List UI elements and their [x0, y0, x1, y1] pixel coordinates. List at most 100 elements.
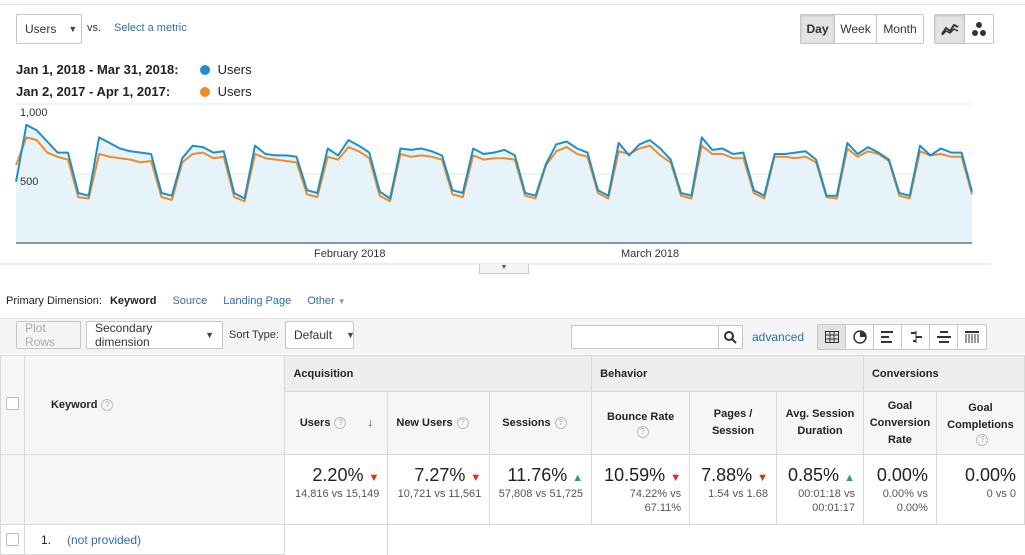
- column-header-label: Goal Conversion Rate: [869, 399, 931, 446]
- row-checkbox[interactable]: [5, 533, 19, 546]
- column-header-label: Users: [299, 417, 331, 429]
- arrow-down-icon: ▼: [368, 472, 380, 484]
- total-compare: 0 vs 0: [986, 488, 1016, 500]
- plot-rows-label: Plot Rows: [25, 321, 56, 349]
- total-pct: 0.00%: [964, 465, 1016, 485]
- data-table-icon[interactable]: [818, 325, 846, 349]
- pivot-icon[interactable]: [958, 325, 986, 349]
- dimension-other-label: Other: [307, 295, 335, 307]
- term-cloud-icon[interactable]: [930, 325, 958, 349]
- select-metric-link[interactable]: Select a metric: [114, 22, 187, 34]
- total-compare-prev: 00:01:17: [812, 502, 855, 514]
- help-icon[interactable]: ?: [976, 434, 989, 446]
- chevron-down-icon: ▼: [68, 24, 78, 34]
- help-icon[interactable]: ?: [554, 417, 567, 429]
- keyword-header[interactable]: Keyword?: [23, 355, 286, 455]
- x-tick-label: March 2018: [621, 248, 680, 260]
- legend-range: Jan 2, 2017 - Apr 1, 2017:: [16, 84, 171, 99]
- column-header-label: Avg. Session Duration: [785, 408, 855, 437]
- select-all-cell: [0, 355, 25, 455]
- total-pct: 11.76%: [507, 465, 568, 485]
- legend-dot: [199, 87, 210, 97]
- users-line-chart: [0, 103, 990, 265]
- legend-dot: [199, 65, 210, 75]
- total-pages-session-cell: 7.88% ▼ 1.54 vs 1.68: [689, 454, 778, 525]
- arrow-up-icon: ▲: [844, 472, 855, 484]
- metric-select-value: Users: [25, 22, 57, 36]
- day-button[interactable]: Day: [801, 15, 835, 43]
- arrow-up-icon: ▲: [572, 472, 584, 484]
- help-icon[interactable]: ?: [101, 399, 114, 411]
- x-tick-label: February 2018: [314, 248, 386, 260]
- week-button[interactable]: Week: [835, 15, 877, 43]
- total-goal-completions-cell: 0.00% 0 vs 0: [935, 454, 1025, 525]
- users-column-header[interactable]: Users? ↓: [284, 391, 389, 455]
- behavior-group-header: Behavior: [591, 355, 864, 392]
- total-new-users-cell: 7.27% ▼ 10,721 vs 11,561: [387, 454, 491, 525]
- column-header-label: Pages / Session: [711, 408, 755, 437]
- sort-type-value: Default: [294, 328, 333, 342]
- dimension-keyword[interactable]: Keyword: [109, 295, 157, 307]
- total-compare: 74.22% vs: [629, 488, 682, 500]
- totals-row: 2.20% ▼ 14,816 vs 15,149 7.27% ▼ 10,721 vs…: [0, 454, 1025, 525]
- advanced-filter-link[interactable]: advanced: [752, 330, 805, 344]
- metric-select[interactable]: Users ▼: [16, 14, 82, 44]
- pages-session-column-header[interactable]: Pages / Session: [689, 391, 778, 455]
- new-users-column-header[interactable]: New Users?: [387, 391, 491, 455]
- secondary-dimension-select[interactable]: Secondary dimension ▼: [86, 321, 223, 349]
- total-users-cell: 2.20% ▼ 14,816 vs 15,149: [284, 454, 389, 525]
- primary-dimension-label: Primary Dimension:: [6, 295, 102, 307]
- report-table: Keyword? Acquisition Behavior Conversion…: [0, 355, 1025, 555]
- dimension-landing-page[interactable]: Landing Page: [223, 295, 292, 307]
- line-chart-icon[interactable]: [935, 15, 965, 43]
- goal-conversion-rate-column-header[interactable]: Goal Conversion Rate: [862, 391, 937, 455]
- select-all-checkbox[interactable]: [5, 397, 19, 410]
- chevron-down-icon: ▼: [346, 330, 355, 340]
- arrow-down-icon: ▼: [670, 472, 682, 484]
- total-compare: 1.54 vs 1.68: [708, 488, 769, 500]
- help-icon[interactable]: ?: [334, 417, 347, 429]
- total-pct: 0.85%: [788, 465, 840, 485]
- column-header-label: Bounce Rate: [607, 410, 675, 423]
- dimension-other[interactable]: Other ▼: [307, 295, 346, 307]
- totals-blank-cell: [23, 454, 286, 525]
- table-search-input[interactable]: [572, 326, 718, 348]
- dimension-source[interactable]: Source: [172, 295, 208, 307]
- sessions-column-header[interactable]: Sessions?: [489, 391, 593, 455]
- month-button[interactable]: Month: [877, 15, 923, 43]
- total-compare-prev: 67.11%: [644, 502, 682, 514]
- sort-type-select[interactable]: Default ▼: [285, 321, 355, 349]
- row-cell: [388, 525, 1025, 555]
- secondary-dimension-label: Secondary dimension: [95, 321, 153, 349]
- bounce-rate-column-header[interactable]: Bounce Rate?: [591, 391, 691, 455]
- legend-row-current: Jan 1, 2018 - Mar 31, 2018: Users: [16, 62, 252, 77]
- performance-bars-icon[interactable]: [874, 325, 902, 349]
- sort-type-label: Sort Type:: [229, 329, 279, 341]
- total-sessions-cell: 11.76% ▲ 57,808 vs 51,725: [489, 454, 593, 525]
- motion-chart-icon[interactable]: [965, 15, 993, 43]
- comparison-icon[interactable]: [902, 325, 930, 349]
- chart-collapse-handle[interactable]: ▼: [479, 264, 529, 274]
- total-pct: 10.59%: [604, 465, 666, 485]
- series-line-current: [15, 123, 973, 200]
- y-tick-label: 1,000: [20, 107, 48, 119]
- pie-chart-icon[interactable]: [846, 325, 874, 349]
- vs-label: vs.: [87, 22, 102, 34]
- avg-session-duration-column-header[interactable]: Avg. Session Duration: [776, 391, 864, 455]
- total-avg-duration-cell: 0.85% ▲ 00:01:18 vs 00:01:17: [776, 454, 864, 525]
- search-icon[interactable]: [718, 326, 742, 348]
- plot-rows-button[interactable]: Plot Rows: [16, 321, 81, 349]
- view-type-toggle: [817, 324, 987, 350]
- column-header-label: Sessions: [502, 417, 551, 429]
- help-icon[interactable]: ?: [456, 417, 469, 429]
- total-compare: 0.00% vs: [882, 488, 928, 500]
- goal-completions-column-header[interactable]: Goal Completions?: [935, 391, 1025, 455]
- total-pct: 7.88%: [701, 465, 753, 485]
- total-compare: 57,808 vs 51,725: [498, 488, 584, 500]
- row-select-cell: [0, 524, 25, 555]
- help-icon[interactable]: ?: [636, 425, 649, 438]
- row-keyword-cell: 1. (not provided): [23, 524, 286, 555]
- totals-blank-cell: [0, 454, 25, 525]
- row-keyword-link[interactable]: (not provided): [66, 533, 142, 547]
- column-header-label: New Users: [396, 417, 453, 429]
